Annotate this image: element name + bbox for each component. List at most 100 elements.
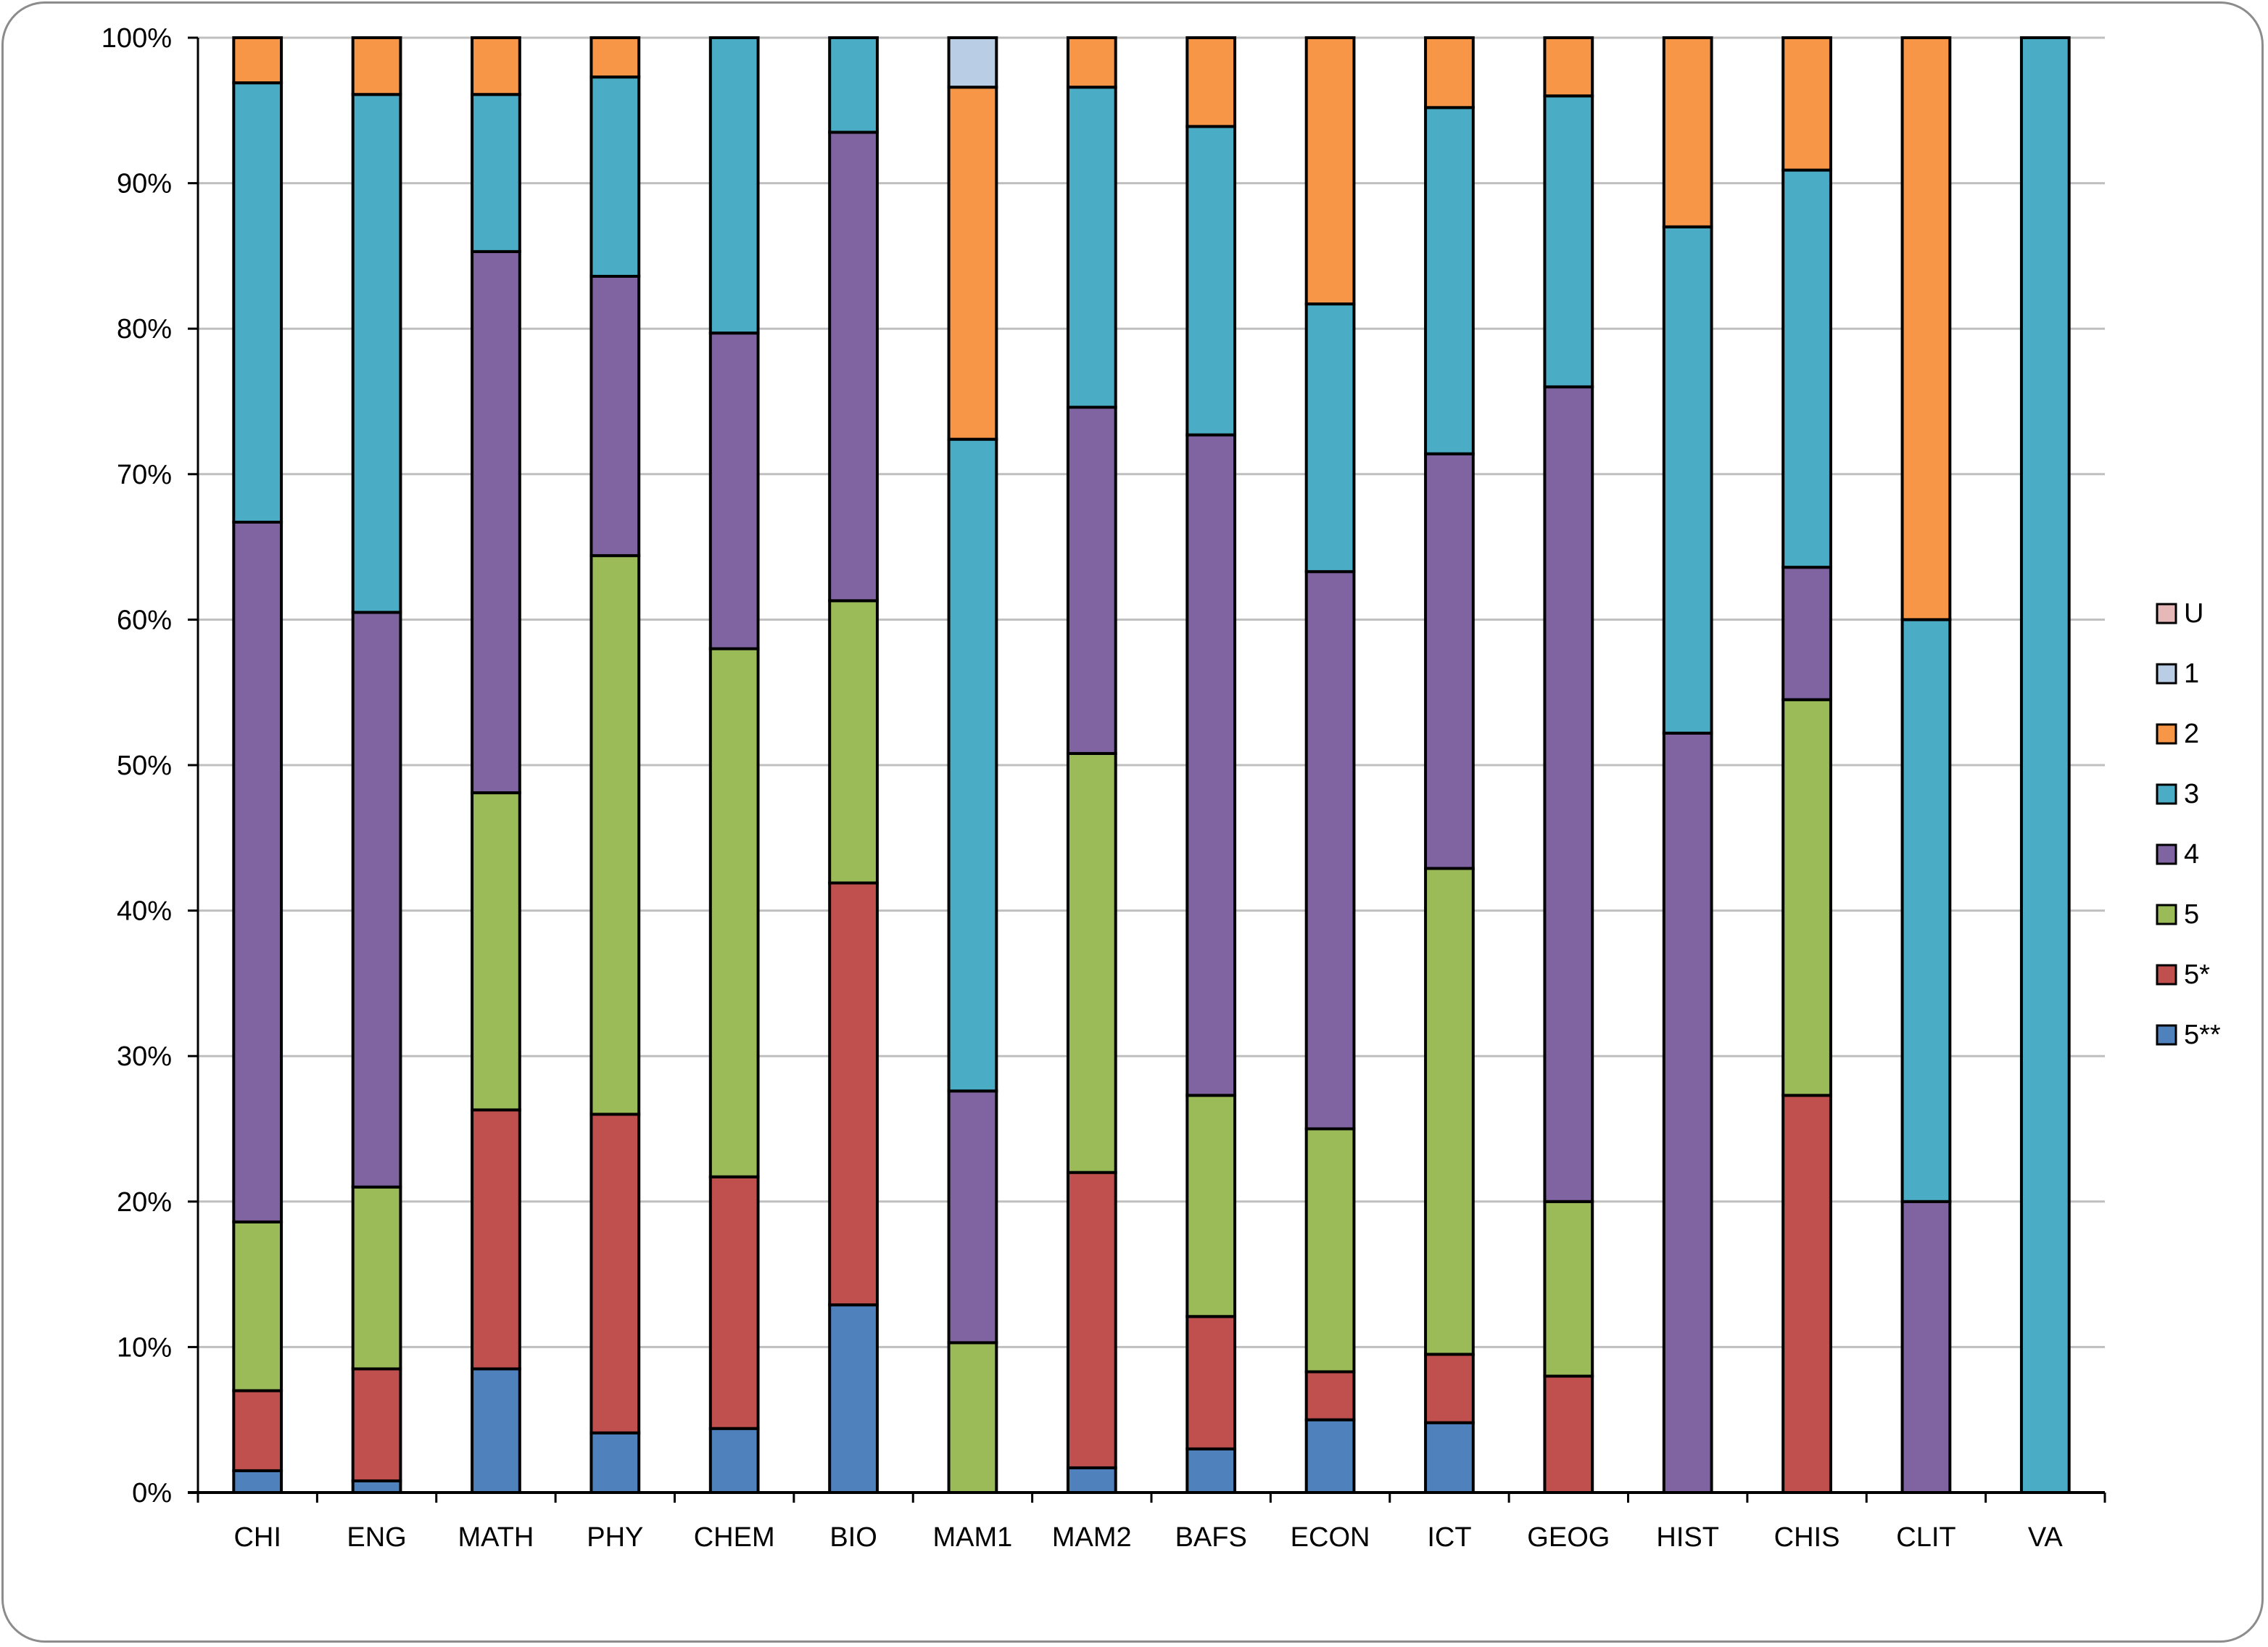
- x-tick-label: BIO: [829, 1522, 877, 1553]
- bar-segment-eng-3: [351, 93, 402, 614]
- bar-segment-phy-4: [589, 274, 641, 558]
- y-tick-label: 80%: [117, 314, 172, 344]
- x-tick-label: PHY: [587, 1522, 643, 1553]
- y-tick-label: 60%: [117, 605, 172, 635]
- bar-segment-geog-5*: [1543, 1374, 1594, 1495]
- bar-segment-bafs-3: [1185, 125, 1237, 437]
- legend-swatch: [2156, 964, 2177, 986]
- bar-segment-ict-5: [1424, 867, 1475, 1356]
- bar-segment-geog-3: [1543, 94, 1594, 389]
- bar-segment-phy-3: [589, 75, 641, 278]
- y-tick-label: 30%: [117, 1041, 172, 1072]
- bar-segment-bafs-5**: [1185, 1447, 1237, 1494]
- bar-segment-eng-4: [351, 611, 402, 1189]
- bar-segment-chi-3: [232, 81, 284, 524]
- x-tick-label: CHIS: [1774, 1522, 1840, 1553]
- bar-segment-geog-2: [1543, 36, 1594, 98]
- bar-segment-econ-3: [1304, 302, 1356, 574]
- y-tick-label: 20%: [117, 1187, 172, 1218]
- bar-segment-clit-2: [1900, 36, 1952, 622]
- legend-label: 5*: [2184, 959, 2210, 990]
- legend-label: U: [2184, 598, 2203, 629]
- bar-segment-chis-2: [1781, 36, 1832, 172]
- legend-swatch: [2156, 723, 2177, 745]
- x-tick-label: BAFS: [1175, 1522, 1247, 1553]
- x-tick-label: MAM2: [1052, 1522, 1132, 1553]
- bar-segment-chem-5*: [708, 1175, 760, 1430]
- x-tick-label: CHEM: [694, 1522, 775, 1553]
- bar-segment-bafs-2: [1185, 36, 1237, 128]
- x-tick-label: CHI: [233, 1522, 281, 1553]
- y-tick-label: 0%: [132, 1478, 172, 1508]
- bar-segment-ict-5*: [1424, 1353, 1475, 1424]
- bar-segment-econ-4: [1304, 570, 1356, 1131]
- bar-segment-phy-5**: [589, 1431, 641, 1495]
- bar-segment-math-5*: [471, 1108, 521, 1371]
- bar-segment-mam2-5: [1066, 751, 1117, 1174]
- x-tick-label: ENG: [347, 1522, 406, 1553]
- y-tick-label: 40%: [117, 896, 172, 927]
- bar-segment-bio-5*: [828, 881, 879, 1307]
- y-tick-label: 50%: [117, 751, 172, 781]
- legend-swatch: [2156, 843, 2177, 865]
- bar-segment-hist-4: [1662, 731, 1713, 1494]
- bar-segment-mam1-4: [947, 1089, 998, 1345]
- bar-segment-ict-5**: [1424, 1421, 1475, 1495]
- legend-swatch: [2156, 603, 2177, 624]
- y-axis-ticks: 0% 10% 20% 30% 40% 50% 60% 70% 80% 90% 100%: [102, 23, 198, 1508]
- bar-segment-mam2-4: [1066, 405, 1117, 755]
- bar-segment-bio-5: [828, 599, 879, 885]
- bar-segment-chis-5*: [1781, 1094, 1832, 1495]
- bar-segment-chis-3: [1781, 168, 1832, 569]
- bar-segment-geog-5: [1543, 1200, 1594, 1378]
- y-tick-label: 10%: [117, 1332, 172, 1363]
- bar-segment-ict-2: [1424, 36, 1475, 110]
- bar-segment-econ-5**: [1304, 1418, 1356, 1494]
- bar-segment-bafs-5*: [1185, 1315, 1237, 1450]
- bar-segment-math-2: [471, 36, 521, 96]
- bars: [232, 36, 2071, 1495]
- bar-segment-chem-3: [708, 36, 760, 335]
- bar-segment-bafs-4: [1185, 433, 1237, 1097]
- bar-segment-eng-5: [351, 1185, 402, 1371]
- bar-segment-clit-4: [1900, 1200, 1952, 1495]
- bar-segment-bafs-5: [1185, 1094, 1237, 1318]
- bar-segment-mam1-2: [947, 86, 998, 441]
- bar-segment-mam2-2: [1066, 36, 1117, 89]
- bar-segment-ict-3: [1424, 106, 1475, 455]
- x-tick-label: GEOG: [1527, 1522, 1610, 1553]
- x-axis-ticks: CHI ENG MATH PHY CHEM BIO MAM1 MAM2 BAFS ECON ICT G…: [196, 1493, 2106, 1553]
- x-tick-label: ECON: [1291, 1522, 1370, 1553]
- bar-segment-eng-2: [351, 36, 402, 96]
- bar-segment-chem-5: [708, 647, 760, 1179]
- bar-segment-math-3: [471, 93, 521, 253]
- legend-label: 2: [2184, 719, 2199, 749]
- bar-segment-chi-5: [232, 1220, 284, 1392]
- x-tick-label: VA: [2028, 1522, 2064, 1553]
- bar-segment-chi-5*: [232, 1389, 284, 1472]
- bar-segment-chem-5**: [708, 1427, 760, 1494]
- bar-segment-math-5**: [471, 1367, 521, 1494]
- legend: U 1 2 3 4 5 5* 5**: [2156, 598, 2221, 1050]
- bar-segment-bio-5**: [828, 1303, 879, 1494]
- bar-segment-chis-4: [1781, 566, 1832, 701]
- bar-segment-mam2-5*: [1066, 1171, 1117, 1469]
- bar-segment-va-3: [2019, 36, 2071, 1494]
- bar-segment-mam1-5: [947, 1341, 998, 1494]
- legend-swatch: [2156, 904, 2177, 925]
- bar-segment-mam1-1: [947, 36, 998, 89]
- bar-segment-hist-2: [1662, 36, 1713, 228]
- bar-segment-clit-3: [1900, 618, 1952, 1203]
- bar-segment-chi-2: [232, 36, 284, 85]
- bar-segment-bio-4: [828, 131, 879, 603]
- bar-segment-chi-4: [232, 520, 284, 1223]
- y-tick-label: 90%: [117, 169, 172, 199]
- x-tick-label: HIST: [1656, 1522, 1719, 1553]
- bar-segment-phy-5: [589, 554, 641, 1116]
- bar-segment-hist-3: [1662, 225, 1713, 735]
- legend-swatch: [2156, 783, 2177, 805]
- bar-segment-econ-5: [1304, 1127, 1356, 1374]
- bar-segment-chem-4: [708, 331, 760, 651]
- legend-swatch: [2156, 1024, 2177, 1046]
